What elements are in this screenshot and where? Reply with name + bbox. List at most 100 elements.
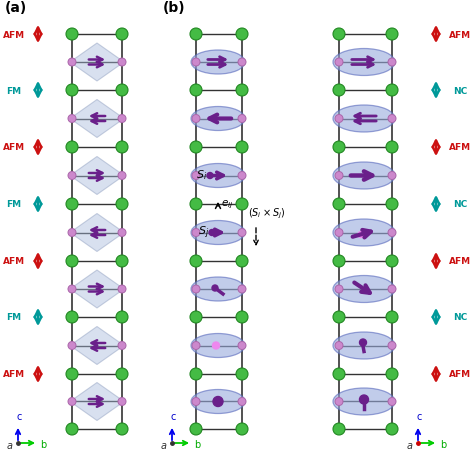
Circle shape: [118, 229, 126, 237]
Circle shape: [386, 142, 398, 154]
Text: NC: NC: [453, 313, 467, 322]
Ellipse shape: [191, 221, 245, 245]
Circle shape: [333, 29, 345, 41]
Circle shape: [236, 198, 248, 211]
Circle shape: [238, 115, 246, 123]
Circle shape: [335, 398, 343, 405]
Circle shape: [116, 142, 128, 154]
Circle shape: [190, 29, 202, 41]
Text: $e_{ij}$: $e_{ij}$: [221, 198, 233, 211]
Circle shape: [386, 29, 398, 41]
Ellipse shape: [333, 106, 395, 133]
Circle shape: [118, 59, 126, 67]
Text: a: a: [7, 440, 13, 450]
Circle shape: [335, 59, 343, 67]
Circle shape: [236, 85, 248, 97]
Text: AFM: AFM: [3, 143, 25, 152]
Text: $( S_i \times S_j )$: $( S_i \times S_j )$: [248, 206, 285, 220]
Circle shape: [68, 229, 76, 237]
Circle shape: [190, 198, 202, 211]
Circle shape: [238, 59, 246, 67]
Text: (b): (b): [163, 1, 186, 15]
Circle shape: [386, 423, 398, 435]
Circle shape: [238, 229, 246, 237]
Text: FM: FM: [7, 313, 21, 322]
Polygon shape: [70, 270, 124, 308]
Circle shape: [388, 172, 396, 180]
Circle shape: [118, 285, 126, 293]
Polygon shape: [70, 214, 124, 252]
Text: AFM: AFM: [3, 30, 25, 40]
Circle shape: [236, 255, 248, 268]
Circle shape: [213, 397, 223, 407]
Text: c: c: [416, 411, 422, 421]
Polygon shape: [70, 100, 124, 138]
Circle shape: [190, 423, 202, 435]
Circle shape: [207, 173, 213, 179]
Circle shape: [192, 285, 200, 293]
Ellipse shape: [333, 332, 395, 359]
Circle shape: [359, 395, 368, 404]
Circle shape: [192, 172, 200, 180]
Circle shape: [333, 311, 345, 324]
Circle shape: [66, 255, 78, 268]
Circle shape: [116, 423, 128, 435]
Circle shape: [66, 85, 78, 97]
Circle shape: [386, 311, 398, 324]
Circle shape: [68, 59, 76, 67]
Circle shape: [335, 115, 343, 123]
Circle shape: [335, 342, 343, 350]
Circle shape: [333, 368, 345, 380]
Ellipse shape: [191, 278, 245, 301]
Circle shape: [388, 115, 396, 123]
Circle shape: [238, 398, 246, 405]
Ellipse shape: [333, 276, 395, 303]
Circle shape: [388, 229, 396, 237]
Circle shape: [358, 232, 364, 238]
Circle shape: [386, 85, 398, 97]
Circle shape: [212, 342, 219, 349]
Circle shape: [66, 311, 78, 324]
Circle shape: [192, 115, 200, 123]
Ellipse shape: [333, 162, 395, 190]
Text: (a): (a): [5, 1, 27, 15]
Circle shape: [118, 342, 126, 350]
Text: b: b: [440, 439, 446, 449]
Ellipse shape: [191, 107, 245, 131]
Circle shape: [386, 198, 398, 211]
Polygon shape: [70, 327, 124, 365]
Circle shape: [335, 285, 343, 293]
Circle shape: [238, 285, 246, 293]
Circle shape: [190, 142, 202, 154]
Circle shape: [190, 311, 202, 324]
Circle shape: [335, 229, 343, 237]
Ellipse shape: [191, 51, 245, 75]
Text: $S_j$: $S_j$: [198, 224, 209, 240]
Circle shape: [386, 255, 398, 268]
Circle shape: [116, 198, 128, 211]
Circle shape: [359, 339, 366, 346]
Text: NC: NC: [453, 86, 467, 95]
Circle shape: [66, 423, 78, 435]
Text: c: c: [16, 411, 22, 421]
Text: b: b: [40, 439, 46, 449]
Circle shape: [388, 59, 396, 67]
Circle shape: [66, 198, 78, 211]
Polygon shape: [70, 44, 124, 82]
Circle shape: [333, 85, 345, 97]
Circle shape: [68, 342, 76, 350]
Ellipse shape: [333, 50, 395, 76]
Circle shape: [190, 368, 202, 380]
Text: AFM: AFM: [449, 369, 471, 379]
Circle shape: [116, 368, 128, 380]
Circle shape: [118, 398, 126, 405]
Text: AFM: AFM: [449, 257, 471, 266]
Circle shape: [236, 142, 248, 154]
Circle shape: [116, 85, 128, 97]
Circle shape: [68, 172, 76, 180]
Text: AFM: AFM: [449, 30, 471, 40]
Circle shape: [116, 311, 128, 324]
Circle shape: [236, 311, 248, 324]
Text: FM: FM: [7, 200, 21, 209]
Ellipse shape: [191, 389, 245, 414]
